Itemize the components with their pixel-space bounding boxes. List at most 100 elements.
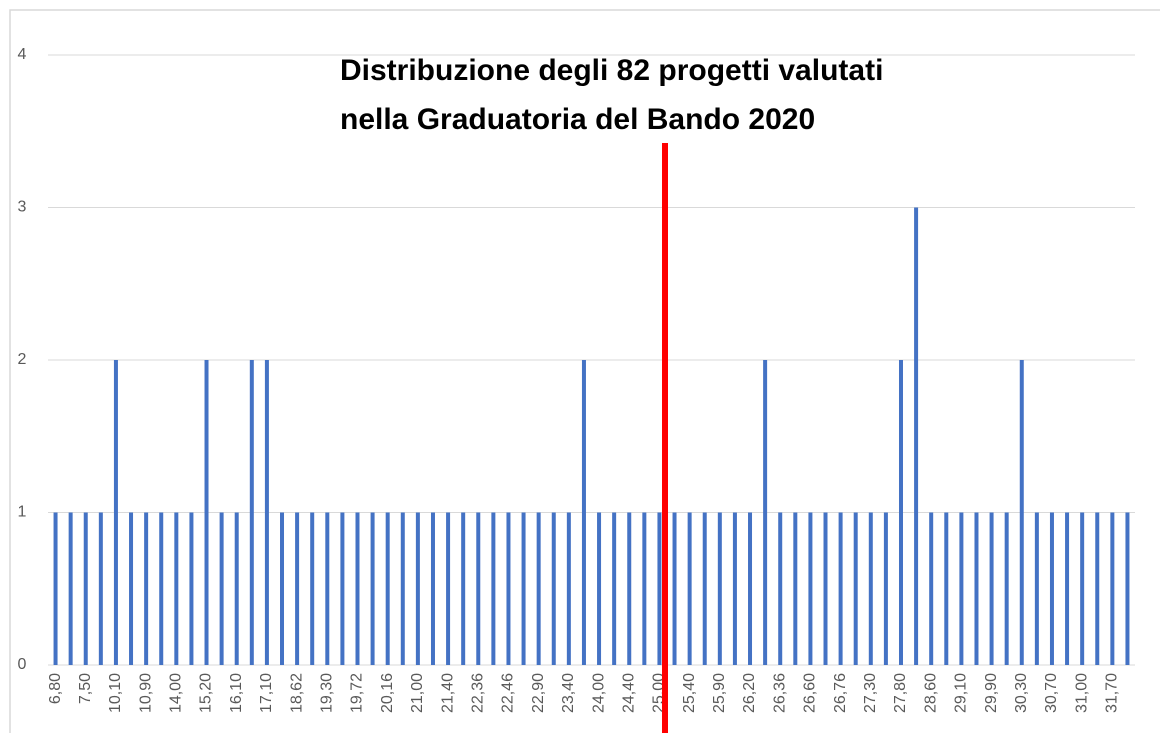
bar xyxy=(446,512,451,665)
bar xyxy=(415,512,420,665)
bar xyxy=(581,360,586,665)
x-tick-label: 24,00 xyxy=(590,673,607,713)
x-tick-label: 25,90 xyxy=(711,673,728,713)
bar xyxy=(1080,512,1085,665)
x-tick-label: 7,50 xyxy=(77,673,94,704)
bar xyxy=(551,512,556,665)
bar xyxy=(778,512,783,665)
x-tick-label: 22,46 xyxy=(500,673,517,713)
chart-title: nella Graduatoria del Bando 2020 xyxy=(340,103,815,136)
bar xyxy=(204,360,209,665)
x-tick-label: 21,00 xyxy=(409,673,426,713)
bar xyxy=(159,512,164,665)
x-tick-label: 27,80 xyxy=(892,673,909,713)
x-tick-label: 26,20 xyxy=(741,673,758,713)
bar xyxy=(748,512,753,665)
bar xyxy=(355,512,360,665)
threshold-line xyxy=(662,143,668,733)
bar xyxy=(491,512,496,665)
x-tick-label: 26,76 xyxy=(832,673,849,713)
bar xyxy=(1049,512,1054,665)
bar xyxy=(989,512,994,665)
x-tick-label: 28,60 xyxy=(922,673,939,713)
bar xyxy=(53,512,58,665)
bar xyxy=(838,512,843,665)
bar xyxy=(234,512,239,665)
x-tick-label: 15,20 xyxy=(198,673,215,713)
bar xyxy=(868,512,873,665)
x-tick-label: 14,00 xyxy=(168,673,185,713)
x-tick-label: 20,16 xyxy=(379,673,396,713)
bar xyxy=(883,512,888,665)
bar xyxy=(1125,512,1130,665)
x-tick-label: 31,00 xyxy=(1073,673,1090,713)
bar xyxy=(249,360,254,665)
bar xyxy=(612,512,617,665)
bar xyxy=(189,512,194,665)
bar xyxy=(672,512,677,665)
bar xyxy=(687,512,692,665)
bar xyxy=(944,512,949,665)
y-tick-label: 0 xyxy=(18,656,27,673)
bar xyxy=(476,512,481,665)
bar xyxy=(430,512,435,665)
x-tick-label: 29,90 xyxy=(983,673,1000,713)
bar xyxy=(898,360,903,665)
bar xyxy=(1019,360,1024,665)
x-tick-label: 16,10 xyxy=(228,673,245,713)
x-tick-label: 30,30 xyxy=(1013,673,1030,713)
bar xyxy=(385,512,390,665)
bar xyxy=(129,512,134,665)
bar xyxy=(627,512,632,665)
bar xyxy=(1034,512,1039,665)
bar xyxy=(113,360,118,665)
x-tick-label: 31,70 xyxy=(1104,673,1121,713)
bar xyxy=(506,512,511,665)
bar xyxy=(929,512,934,665)
x-tick-label: 27,30 xyxy=(862,673,879,713)
x-tick-label: 21,40 xyxy=(439,673,456,713)
bar xyxy=(83,512,88,665)
y-tick-label: 2 xyxy=(18,351,27,368)
x-tick-label: 10,90 xyxy=(137,673,154,713)
bar xyxy=(914,207,919,665)
bar xyxy=(763,360,768,665)
plot: 0 1 2 3 4 6,80 7,50 10,10 10,90 14,00 15,20 16,10 17… xyxy=(18,46,1135,713)
bar xyxy=(823,512,828,665)
bar xyxy=(702,512,707,665)
x-tick-label: 24,40 xyxy=(620,673,637,713)
bar xyxy=(280,512,285,665)
bar xyxy=(370,512,375,665)
bar xyxy=(295,512,300,665)
bar xyxy=(642,512,647,665)
x-tick-label: 23,40 xyxy=(560,673,577,713)
bar xyxy=(461,512,466,665)
bar xyxy=(1065,512,1070,665)
bar xyxy=(657,512,662,665)
bar xyxy=(340,512,345,665)
bar xyxy=(68,512,73,665)
bar xyxy=(400,512,405,665)
x-tick-label: 30,70 xyxy=(1043,673,1060,713)
bar xyxy=(793,512,798,665)
bar xyxy=(1004,512,1009,665)
chart-title: Distribuzione degli 82 progetti valutati xyxy=(340,54,883,87)
y-tick-label: 3 xyxy=(18,199,27,216)
bar xyxy=(98,512,103,665)
x-tick-label: 10,10 xyxy=(107,673,124,713)
x-tick-label: 19,72 xyxy=(349,673,366,713)
bar xyxy=(1095,512,1100,665)
x-tick-label: 17,10 xyxy=(258,673,275,713)
x-tick-label: 25,40 xyxy=(681,673,698,713)
x-tick-label: 26,36 xyxy=(771,673,788,713)
bar xyxy=(853,512,858,665)
x-tick-label: 26,60 xyxy=(802,673,819,713)
x-tick-label: 22,36 xyxy=(469,673,486,713)
x-tick-label: 6,80 xyxy=(47,673,64,704)
bar xyxy=(959,512,964,665)
bar xyxy=(717,512,722,665)
x-tick-label: 29,10 xyxy=(953,673,970,713)
bar xyxy=(144,512,149,665)
bar xyxy=(974,512,979,665)
